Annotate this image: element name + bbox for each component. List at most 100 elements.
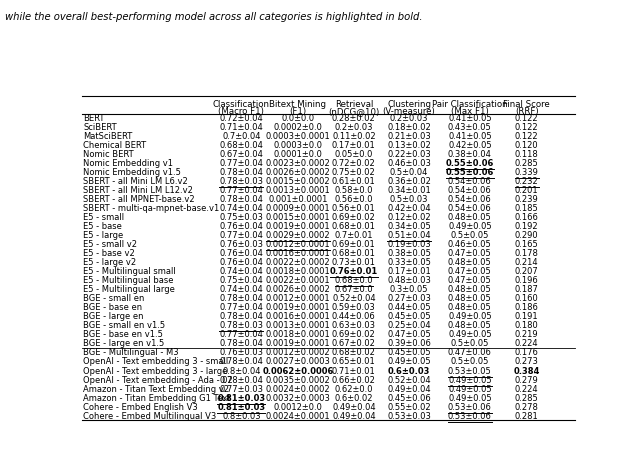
Text: 0.187: 0.187: [515, 285, 539, 294]
Text: 0.18±0.02: 0.18±0.02: [387, 123, 431, 132]
Text: BGE - base en v1.5: BGE - base en v1.5: [83, 330, 163, 339]
Text: 0.25±0.04: 0.25±0.04: [387, 321, 431, 330]
Text: 0.49±0.05: 0.49±0.05: [448, 394, 492, 403]
Text: 0.001±0.0001: 0.001±0.0001: [268, 195, 328, 204]
Text: 0.207: 0.207: [515, 267, 539, 276]
Text: 0.75±0.03: 0.75±0.03: [220, 213, 263, 222]
Text: 0.285: 0.285: [515, 394, 539, 403]
Text: 0.78±0.04: 0.78±0.04: [220, 168, 263, 177]
Text: SBERT - all Mini LM L6.v2: SBERT - all Mini LM L6.v2: [83, 177, 188, 186]
Text: 0.78±0.04: 0.78±0.04: [220, 312, 263, 321]
Text: (V-measure): (V-measure): [383, 107, 435, 116]
Text: 0.67±0.0: 0.67±0.0: [335, 285, 373, 294]
Text: 0.75±0.04: 0.75±0.04: [220, 276, 263, 285]
Text: Amazon - Titan Text Embedding v2: Amazon - Titan Text Embedding v2: [83, 385, 230, 394]
Text: 0.51±0.04: 0.51±0.04: [387, 231, 431, 240]
Text: E5 - base: E5 - base: [83, 222, 122, 231]
Text: 0.68±0.02: 0.68±0.02: [332, 348, 376, 357]
Text: 0.77±0.04: 0.77±0.04: [220, 303, 263, 312]
Text: 0.48±0.05: 0.48±0.05: [448, 303, 492, 312]
Text: 0.68±0.01: 0.68±0.01: [332, 222, 376, 231]
Text: 0.47±0.05: 0.47±0.05: [448, 276, 492, 285]
Text: 0.76±0.03: 0.76±0.03: [220, 348, 263, 357]
Text: 0.0024±0.0001: 0.0024±0.0001: [266, 412, 330, 421]
Text: E5 - Multilingual small: E5 - Multilingual small: [83, 267, 176, 276]
Text: 0.59±0.03: 0.59±0.03: [332, 303, 376, 312]
Text: 0.279: 0.279: [515, 376, 539, 385]
Text: 0.186: 0.186: [515, 303, 539, 312]
Text: 0.49±0.05: 0.49±0.05: [448, 312, 492, 321]
Text: 0.48±0.03: 0.48±0.03: [387, 276, 431, 285]
Text: 0.21±0.03: 0.21±0.03: [387, 132, 431, 140]
Text: Pair Classification: Pair Classification: [432, 99, 508, 109]
Text: 0.339: 0.339: [515, 168, 539, 177]
Text: SBERT - all MPNET-base.v2: SBERT - all MPNET-base.v2: [83, 195, 195, 204]
Text: 0.49±0.05: 0.49±0.05: [448, 330, 492, 339]
Text: (RRF): (RRF): [515, 107, 538, 116]
Text: 0.192: 0.192: [515, 222, 538, 231]
Text: 0.52±0.04: 0.52±0.04: [332, 294, 376, 303]
Text: 0.47±0.06: 0.47±0.06: [448, 348, 492, 357]
Text: 0.69±0.01: 0.69±0.01: [332, 240, 376, 249]
Text: BGE - large en: BGE - large en: [83, 312, 144, 321]
Text: 0.77±0.04: 0.77±0.04: [220, 231, 263, 240]
Text: OpenAI - Text embedding - Ada - 02: OpenAI - Text embedding - Ada - 02: [83, 376, 233, 385]
Text: (Max F1): (Max F1): [451, 107, 489, 116]
Text: 0.27±0.03: 0.27±0.03: [387, 294, 431, 303]
Text: 0.8±0.03: 0.8±0.03: [222, 412, 260, 421]
Text: 0.122: 0.122: [515, 132, 538, 140]
Text: Nomic Embedding v1: Nomic Embedding v1: [83, 159, 173, 168]
Text: 0.0±0.0: 0.0±0.0: [282, 114, 314, 123]
Text: 0.28±0.02: 0.28±0.02: [332, 114, 376, 123]
Text: SBERT - multi-qa-mpnet-base.v1: SBERT - multi-qa-mpnet-base.v1: [83, 204, 220, 213]
Text: 0.224: 0.224: [515, 339, 538, 348]
Text: 0.0015±0.0001: 0.0015±0.0001: [266, 213, 330, 222]
Text: 0.69±0.02: 0.69±0.02: [332, 330, 376, 339]
Text: 0.160: 0.160: [515, 294, 539, 303]
Text: 0.0062±0.0006: 0.0062±0.0006: [262, 367, 333, 376]
Text: 0.0019±0.0001: 0.0019±0.0001: [266, 339, 330, 348]
Text: 0.0002±0.0: 0.0002±0.0: [273, 123, 323, 132]
Text: 0.42±0.05: 0.42±0.05: [448, 141, 492, 149]
Text: 0.56±0.01: 0.56±0.01: [332, 204, 376, 213]
Text: 0.0013±0.0001: 0.0013±0.0001: [266, 321, 330, 330]
Text: 0.68±0.04: 0.68±0.04: [220, 141, 263, 149]
Text: 0.81±0.03: 0.81±0.03: [217, 394, 266, 403]
Text: 0.0029±0.0002: 0.0029±0.0002: [266, 231, 330, 240]
Text: 0.34±0.01: 0.34±0.01: [387, 186, 431, 195]
Text: 0.224: 0.224: [515, 385, 538, 394]
Text: Retrieval: Retrieval: [335, 99, 373, 109]
Text: 0.76±0.03: 0.76±0.03: [220, 240, 263, 249]
Text: 0.68±0.0: 0.68±0.0: [335, 276, 373, 285]
Text: 0.290: 0.290: [515, 231, 538, 240]
Text: 0.48±0.05: 0.48±0.05: [448, 285, 492, 294]
Text: 0.78±0.04: 0.78±0.04: [220, 195, 263, 204]
Text: MatSciBERT: MatSciBERT: [83, 132, 132, 140]
Text: 0.19±0.03: 0.19±0.03: [387, 240, 431, 249]
Text: 0.0012±0.0001: 0.0012±0.0001: [266, 240, 330, 249]
Text: 0.39±0.06: 0.39±0.06: [387, 339, 431, 348]
Text: Final Score: Final Score: [504, 99, 550, 109]
Text: 0.49±0.05: 0.49±0.05: [448, 376, 492, 385]
Text: 0.48±0.05: 0.48±0.05: [448, 213, 492, 222]
Text: 0.05±0.0: 0.05±0.0: [335, 150, 373, 159]
Text: 0.49±0.04: 0.49±0.04: [387, 385, 431, 394]
Text: 0.66±0.02: 0.66±0.02: [332, 376, 376, 385]
Text: 0.0023±0.0002: 0.0023±0.0002: [266, 159, 330, 168]
Text: BGE - large en v1.5: BGE - large en v1.5: [83, 339, 164, 348]
Text: 0.48±0.05: 0.48±0.05: [448, 258, 492, 267]
Text: 0.185: 0.185: [515, 204, 539, 213]
Text: 0.0019±0.0001: 0.0019±0.0001: [266, 303, 330, 312]
Text: BGE - small en: BGE - small en: [83, 294, 145, 303]
Text: 0.0018±0.0001: 0.0018±0.0001: [266, 267, 330, 276]
Text: 0.54±0.06: 0.54±0.06: [448, 204, 492, 213]
Text: 0.118: 0.118: [515, 150, 539, 159]
Text: 0.0012±0.0: 0.0012±0.0: [273, 403, 323, 412]
Text: 0.77±0.04: 0.77±0.04: [220, 159, 263, 168]
Text: 0.0012±0.0002: 0.0012±0.0002: [266, 348, 330, 357]
Text: 0.38±0.05: 0.38±0.05: [387, 249, 431, 258]
Text: 0.55±0.06: 0.55±0.06: [445, 159, 494, 168]
Text: 0.61±0.01: 0.61±0.01: [332, 177, 376, 186]
Text: 0.22±0.03: 0.22±0.03: [387, 150, 431, 159]
Text: 0.47±0.05: 0.47±0.05: [448, 249, 492, 258]
